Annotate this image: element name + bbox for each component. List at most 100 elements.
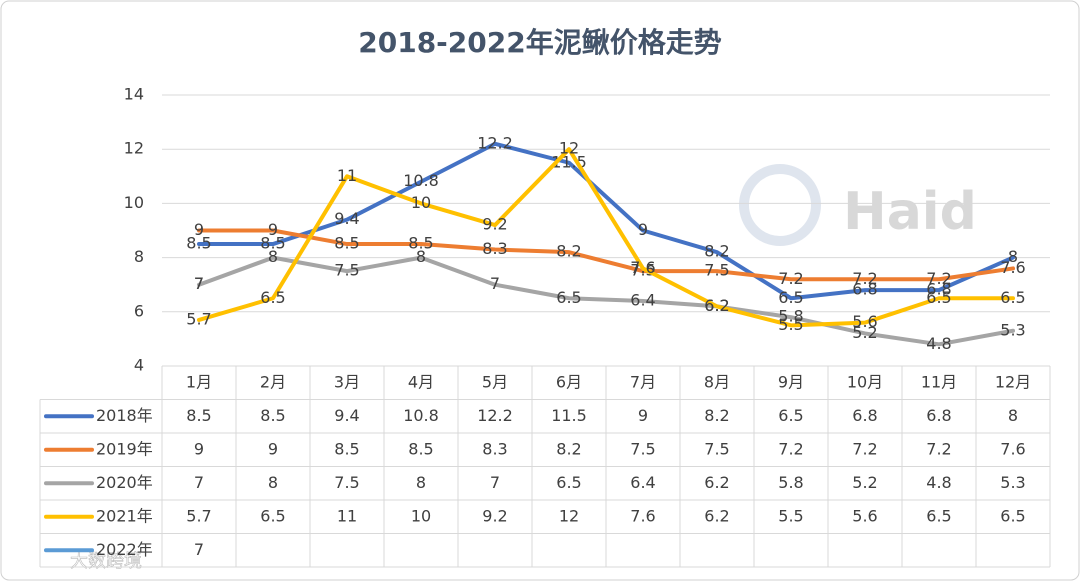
series-line [197,147,1015,328]
table-cell: 8.2 [704,406,729,425]
data-label: 8.3 [482,239,507,258]
table-cell: 5.2 [852,473,877,492]
table-cell: 8.5 [408,439,433,458]
table-cell: 5.8 [778,473,803,492]
watermark: Haid [843,182,977,242]
data-label: 6.5 [556,288,581,307]
table-cell: 6.5 [926,506,951,525]
data-label: 4.8 [926,334,951,353]
x-tick-label: 3月 [334,372,360,391]
data-label: 8.5 [408,234,433,253]
data-label: 10.8 [403,171,439,190]
data-label: 12.2 [477,133,513,152]
data-label: 7.2 [778,269,803,288]
table-cell: 5.5 [778,506,803,525]
y-tick-label: 8 [134,247,144,266]
data-label: 7.5 [334,261,359,280]
x-tick-label: 4月 [408,372,434,391]
table-cell: 12.2 [477,406,513,425]
watermark-logo [739,164,821,246]
legend-label: 2020年 [96,473,153,492]
table-cell: 5.3 [1000,473,1025,492]
x-tick-label: 8月 [704,372,730,391]
table-cell: 6.8 [926,406,951,425]
table-cell: 8.5 [186,406,211,425]
x-tick-label: 7月 [630,372,656,391]
table-cell: 8 [1008,406,1018,425]
data-label: 5.5 [778,315,803,334]
data-label: 5.7 [186,309,211,328]
data-label: 6.5 [926,288,951,307]
table-cell: 10.8 [403,406,439,425]
legend-label: 2018年 [96,406,153,425]
table-cell: 5.6 [852,506,877,525]
data-label: 8.5 [260,234,285,253]
table-cell: 8 [416,473,426,492]
y-tick-label: 4 [134,356,144,375]
series-line [197,255,1015,347]
table-cell: 7.6 [630,506,655,525]
data-label: 6.5 [778,288,803,307]
table-cell: 5.7 [186,506,211,525]
table-cell: 8.3 [482,439,507,458]
table-cell: 7.5 [704,439,729,458]
data-label: 7.6 [630,258,655,277]
series-line [197,228,1015,282]
table-cell: 6.4 [630,473,655,492]
data-label: 6.5 [1000,288,1025,307]
data-label: 11 [337,166,357,185]
table-cell: 7.6 [1000,439,1025,458]
data-label: 6.5 [260,288,285,307]
data-label: 7 [490,274,500,293]
data-label: 6.8 [852,280,877,299]
x-tick-label: 5月 [482,372,508,391]
data-label: 12 [559,139,579,158]
data-label: 5.8 [778,307,803,326]
y-tick-label: 12 [124,139,144,158]
table-cell: 9.4 [334,406,359,425]
data-label: 8 [268,247,278,266]
data-label: 8.2 [704,242,729,261]
table-cell: 7.5 [334,473,359,492]
table-cell: 8 [268,473,278,492]
x-tick-label: 1月 [186,372,212,391]
table-cell: 6.5 [1000,506,1025,525]
data-label: 7 [194,274,204,293]
data-label: 5.6 [852,312,877,331]
data-label: 7.6 [1000,258,1025,277]
y-tick-label: 6 [134,301,144,320]
data-label: 6.4 [630,290,655,309]
table-cell: 9 [268,439,278,458]
legend-label: 2021年 [96,506,153,525]
table-cell: 4.8 [926,473,951,492]
data-label: 6.8 [926,280,951,299]
table-cell: 7 [194,540,204,559]
data-label: 7 [194,274,204,293]
table-cell: 9 [194,439,204,458]
legend-label: 2019年 [96,439,153,458]
data-label: 8 [1008,247,1018,266]
x-tick-label: 12月 [995,372,1031,391]
data-label: 8.5 [186,234,211,253]
table-cell: 8.5 [334,439,359,458]
x-tick-label: 11月 [921,372,957,391]
table-cell: 6.2 [704,506,729,525]
data-label: 10 [411,193,431,212]
series-line [197,141,1015,301]
data-label: 7.2 [852,269,877,288]
table-cell: 7.2 [778,439,803,458]
table-cell: 8.2 [556,439,581,458]
table-cell: 8.5 [260,406,285,425]
table-cell: 11.5 [551,406,587,425]
data-label: 8 [416,247,426,266]
data-label: 5.3 [1000,320,1025,339]
table-cell: 6.5 [260,506,285,525]
data-label: 6.2 [704,296,729,315]
data-label: 7.5 [704,261,729,280]
y-tick-label: 10 [124,193,144,212]
table-cell: 6.8 [852,406,877,425]
table-cell: 9 [638,406,648,425]
table-cell: 7 [194,473,204,492]
